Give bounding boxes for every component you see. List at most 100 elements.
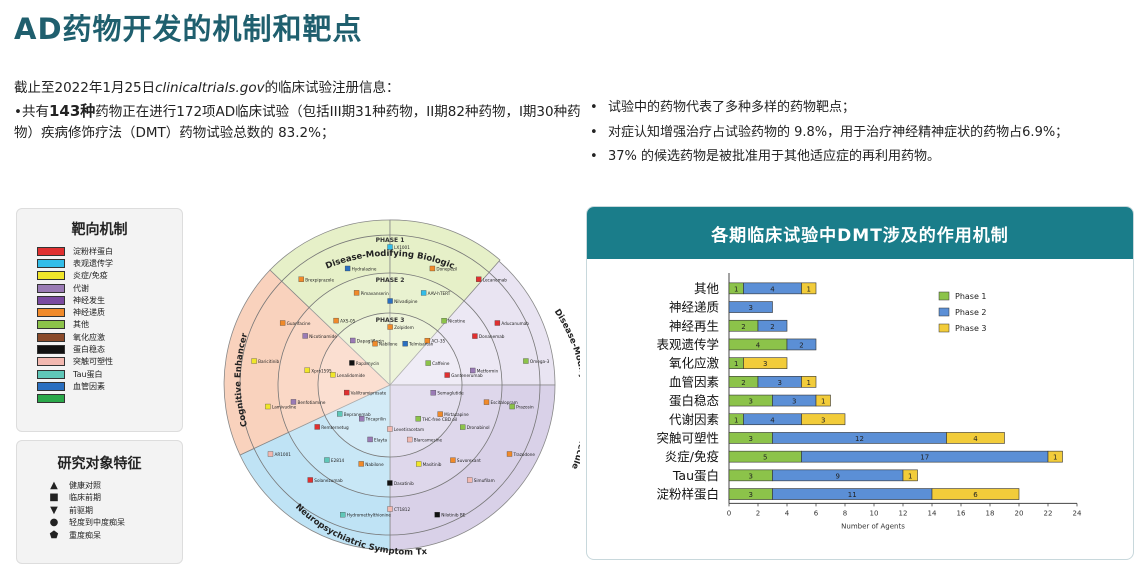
bar-value-label: 6 bbox=[973, 491, 978, 499]
wheel-drug-label: Rapamycin bbox=[356, 361, 380, 366]
wheel-drug-marker bbox=[290, 399, 297, 405]
subject-legend: 研究对象特征 ▲ 健康对照 ■ 临床前期 ▼ 前驱期 ● 轻度到中度痴呆 ⬟ 重度痴呆 bbox=[16, 440, 183, 564]
bar-value-label: 1 bbox=[908, 472, 912, 480]
legend-swatch bbox=[938, 291, 950, 301]
bar-value-label: 3 bbox=[821, 416, 825, 424]
bar-value-label: 3 bbox=[749, 398, 753, 406]
right-bullet-1: 试验中的药物代表了多种多样的药物靶点； bbox=[590, 96, 1145, 121]
legend-label: 神经递质 bbox=[73, 308, 105, 318]
bar-segment bbox=[946, 432, 1005, 444]
wheel-drug-label: Lamivudine bbox=[272, 405, 297, 410]
phase-1-label: PHASE 1 bbox=[376, 237, 405, 244]
wheel-drug-marker bbox=[344, 389, 350, 396]
bar-segment bbox=[743, 357, 788, 369]
wheel-drug-label: Bepranemab bbox=[344, 412, 371, 417]
bar-segment bbox=[931, 488, 1020, 500]
wheel-drug-marker bbox=[337, 411, 343, 417]
wheel-drug-marker bbox=[267, 451, 274, 457]
x-axis-label: Number of Agents bbox=[841, 522, 905, 530]
legend-label: 炎症/免疫 bbox=[73, 271, 108, 281]
wheel-drug-label: AR1001 bbox=[274, 452, 291, 457]
x-tick-label: 18 bbox=[986, 509, 995, 517]
legend-swatch bbox=[37, 308, 65, 318]
wheel-drug-marker bbox=[387, 298, 393, 304]
wheel-drug-label: LX1001 bbox=[394, 245, 410, 250]
wheel-drug-label: Masitinib bbox=[423, 462, 442, 467]
bar-value-label: 3 bbox=[749, 435, 753, 443]
legend-swatch bbox=[37, 394, 65, 404]
subject-legend-item: ▲ 健康对照 bbox=[17, 479, 182, 492]
target-legend: 靶向机制 淀粉样蛋白 表观遗传学 炎症/免疫 代谢 神经发生 神经递质 其他 氧化应激 蛋白稳态… bbox=[16, 208, 183, 432]
bar-value-label: 4 bbox=[770, 416, 775, 424]
wheel-drug-label: Brexpiprazole bbox=[305, 277, 334, 282]
wheel-drug-marker bbox=[450, 457, 456, 463]
wheel-drug-marker bbox=[387, 244, 393, 250]
bar-value-label: 1 bbox=[807, 379, 811, 387]
bar-value-label: 3 bbox=[749, 304, 753, 312]
wheel-drug-marker bbox=[509, 403, 515, 410]
intro-line: 截止至2022年1月25日clinicaltrials.gov的临床试验注册信息… bbox=[14, 78, 400, 98]
x-tick-label: 22 bbox=[1044, 509, 1053, 517]
x-tick-label: 12 bbox=[899, 509, 908, 517]
wheel-drug-label: Levetiracetam bbox=[394, 427, 424, 432]
bar-value-label: 3 bbox=[763, 360, 767, 368]
wheel-drug-label: Nilvadipine bbox=[394, 299, 418, 304]
wheel-drug-label: E2814 bbox=[331, 458, 345, 463]
wheel-drug-marker bbox=[387, 480, 393, 486]
wheel-drug-marker bbox=[407, 436, 413, 443]
wheel-drug-label: Dasatinib bbox=[394, 481, 414, 486]
legend-label: 神经发生 bbox=[73, 295, 105, 305]
bar-value-label: 12 bbox=[855, 435, 864, 443]
wheel-drug-marker bbox=[279, 320, 286, 326]
bar-value-label: 1 bbox=[1053, 454, 1057, 462]
legend-label: Tau蛋白 bbox=[73, 369, 103, 379]
target-legend-item: 血管因素 bbox=[17, 380, 182, 392]
legend-swatch bbox=[37, 332, 65, 342]
category-label: 血管因素 bbox=[669, 374, 719, 389]
target-legend-item: 炎症/免疫 bbox=[17, 270, 182, 282]
wheel-drug-label: Caffeine bbox=[432, 361, 450, 366]
bar-value-label: 4 bbox=[756, 341, 761, 349]
wheel-drug-label: Trazodone bbox=[513, 452, 536, 457]
category-label: 其他 bbox=[694, 281, 720, 296]
label-dm-small: Disease-Modifying Small Molecule bbox=[552, 307, 580, 470]
category-label: 淀粉样蛋白 bbox=[656, 487, 719, 502]
wheel-drug-label: Guanfacine bbox=[287, 321, 311, 326]
subject-legend-item: ● 轻度到中度痴呆 bbox=[17, 517, 182, 530]
legend-label: 血管因素 bbox=[73, 381, 105, 391]
legend-swatch bbox=[37, 271, 65, 281]
legend-swatch bbox=[37, 283, 65, 293]
wheel-drug-marker bbox=[402, 341, 408, 347]
bar-value-label: 3 bbox=[792, 398, 796, 406]
wheel-drug-marker bbox=[506, 451, 513, 457]
legend-label: 蛋白稳态 bbox=[73, 345, 105, 355]
bar-value-label: 1 bbox=[734, 285, 738, 293]
wheel-drug-label: CT1812 bbox=[394, 507, 410, 512]
wheel-drug-marker bbox=[430, 390, 436, 396]
wheel-drug-label: Semaglutide bbox=[437, 391, 464, 396]
intro-prefix: 截止至2022年1月25日 bbox=[14, 80, 156, 96]
category-label: 蛋白稳态 bbox=[669, 393, 719, 408]
wheel-drug-marker bbox=[358, 461, 364, 467]
wheel-drug-label: Donanemab bbox=[479, 334, 505, 339]
bar-segment bbox=[801, 376, 817, 388]
legend-label: 代谢 bbox=[73, 283, 89, 293]
wheel-drug-label: Benfotiamine bbox=[297, 400, 325, 405]
wheel-drug-marker bbox=[472, 333, 478, 339]
bar-value-label: 4 bbox=[770, 285, 775, 293]
x-tick-label: 14 bbox=[928, 509, 937, 517]
wheel-drug-marker bbox=[350, 337, 356, 344]
wheel-drug-marker bbox=[467, 477, 473, 483]
wheel-drug-marker bbox=[340, 512, 346, 518]
bar-value-label: 17 bbox=[920, 454, 929, 462]
bar-value-label: 2 bbox=[741, 323, 745, 331]
subject-legend-title: 研究对象特征 bbox=[57, 456, 142, 472]
target-legend-item: 神经发生 bbox=[17, 294, 182, 306]
intro-site: clinicaltrials.gov bbox=[155, 80, 265, 96]
subject-symbol-icon: ● bbox=[49, 517, 59, 529]
phase-3-label: PHASE 3 bbox=[376, 317, 405, 324]
subject-symbol-icon: ▼ bbox=[50, 504, 58, 516]
dmt-mechanism-chart-panel: 各期临床试验中DMT涉及的作用机制 0 2 4 6 8 10 12 14 16 18 20 22 24 N… bbox=[586, 206, 1134, 560]
wheel-drug-marker bbox=[265, 403, 271, 410]
target-legend-item: 突触可塑性 bbox=[17, 356, 182, 368]
